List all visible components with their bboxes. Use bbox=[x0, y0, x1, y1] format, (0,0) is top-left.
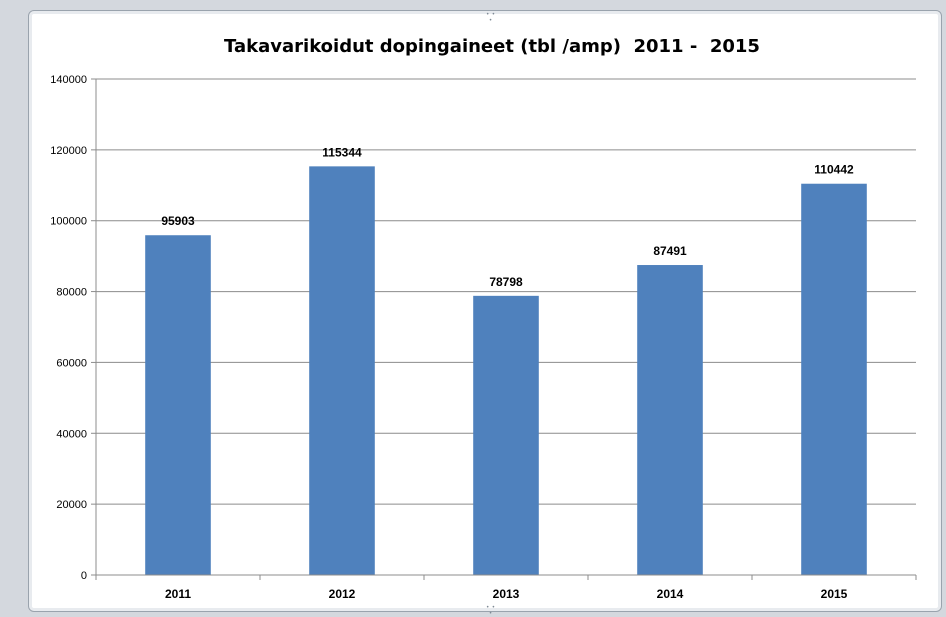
y-tick-label: 140000 bbox=[50, 74, 87, 86]
chart-title: Takavarikoidut dopingaineet (tbl /amp) 2… bbox=[224, 36, 760, 57]
data-label: 87491 bbox=[653, 244, 687, 258]
bar-2011 bbox=[145, 235, 211, 575]
x-tick-label: 2014 bbox=[657, 587, 684, 601]
x-tick-label: 2011 bbox=[165, 587, 191, 601]
y-tick-label: 40000 bbox=[56, 428, 87, 440]
y-axis: 0 20000 40000 60000 80000 100000 120000 140000 bbox=[50, 74, 97, 582]
y-tick-label: 20000 bbox=[56, 499, 87, 511]
y-tick-label: 60000 bbox=[56, 357, 87, 369]
bar-2014 bbox=[637, 265, 703, 575]
data-label: 78798 bbox=[489, 275, 523, 289]
data-label: 110442 bbox=[814, 163, 854, 177]
bar-2013 bbox=[473, 295, 539, 575]
y-tick-label: 100000 bbox=[50, 216, 87, 228]
data-label: 115344 bbox=[322, 145, 362, 159]
data-labels: 95903 115344 78798 87491 110442 bbox=[161, 145, 854, 288]
data-label: 95903 bbox=[161, 214, 195, 228]
x-axis: 2011 2012 2013 2014 2015 bbox=[95, 574, 917, 601]
y-tick-label: 0 bbox=[81, 570, 87, 582]
resize-handle-top[interactable]: • • • bbox=[486, 12, 496, 24]
bars bbox=[145, 166, 867, 575]
y-tick-label: 120000 bbox=[50, 145, 87, 157]
x-tick-label: 2013 bbox=[493, 587, 520, 601]
y-tick-label: 80000 bbox=[56, 287, 87, 299]
x-tick-label: 2015 bbox=[821, 587, 848, 601]
resize-handle-bottom[interactable]: • • • bbox=[486, 605, 496, 617]
bar-2015 bbox=[801, 183, 867, 575]
x-tick-label: 2012 bbox=[329, 587, 356, 601]
bar-2012 bbox=[309, 166, 375, 575]
